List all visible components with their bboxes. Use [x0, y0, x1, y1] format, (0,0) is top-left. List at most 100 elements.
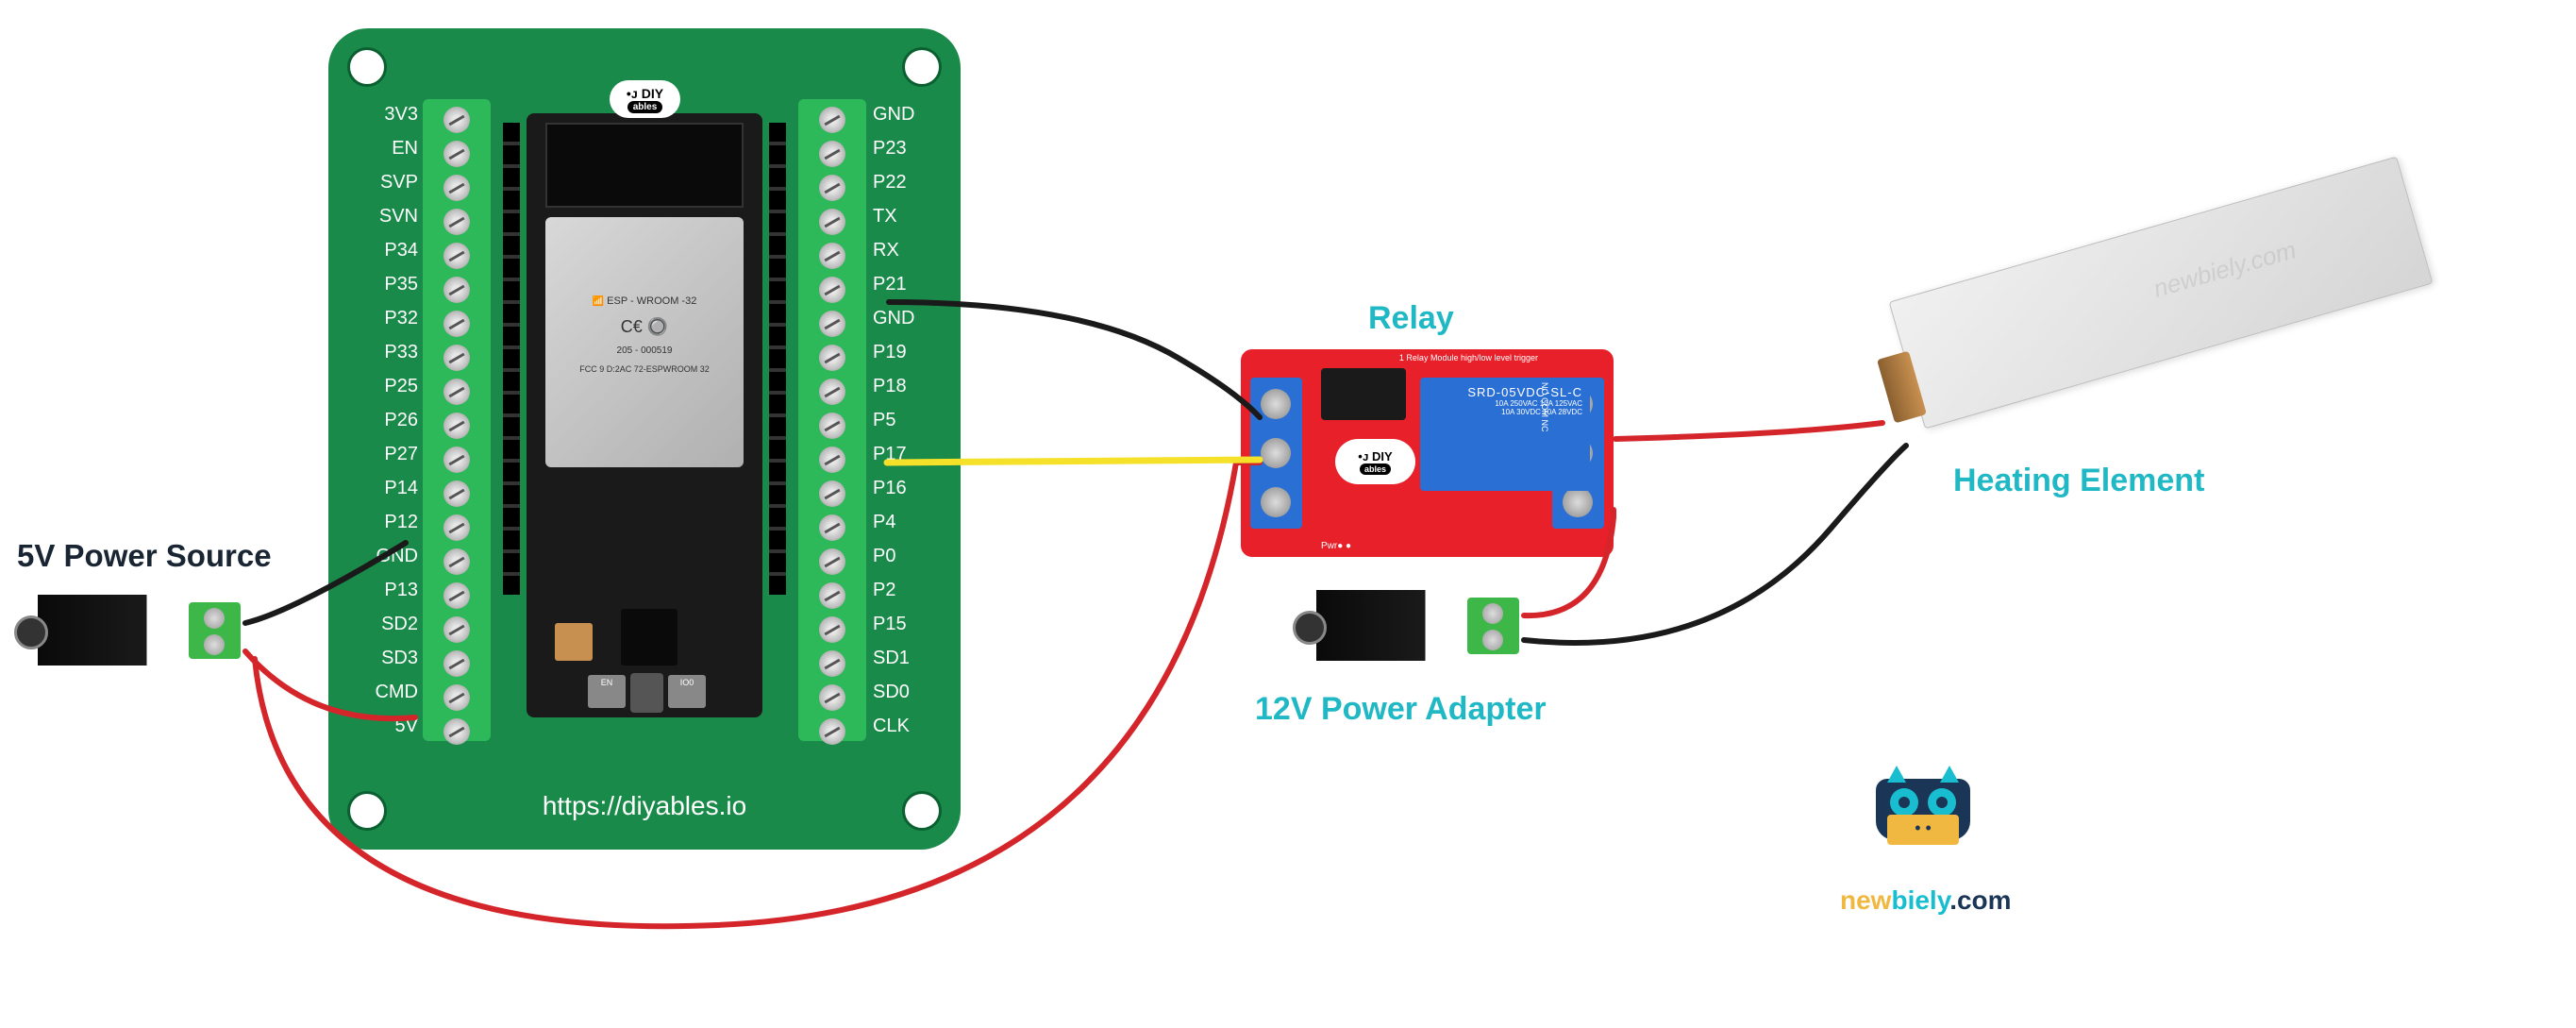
pin-label-clk: CLK	[873, 716, 920, 737]
terminal-screw	[819, 311, 845, 337]
terminal-screw	[819, 209, 845, 235]
pin-label-tx: TX	[873, 206, 920, 228]
terminal-screw	[819, 107, 845, 133]
terminal-screw	[443, 514, 470, 541]
chip-component	[621, 609, 677, 666]
label-relay: Relay	[1368, 300, 1454, 337]
en-button: EN	[588, 675, 626, 708]
site-label: newbiely.com	[1840, 885, 2012, 916]
esp32-chip: 📶 ESP - WROOM -32 C€ 🔘 205 - 000519 FCC …	[545, 217, 744, 467]
pin-label-p13: P13	[371, 580, 418, 601]
terminal-screw	[443, 447, 470, 473]
pin-label-p2: P2	[873, 580, 920, 601]
esp32-module: 📶 ESP - WROOM -32 C€ 🔘 205 - 000519 FCC …	[527, 113, 762, 717]
terminal-screw	[819, 243, 845, 269]
terminal-screw	[443, 718, 470, 745]
pin-label-p5: P5	[873, 410, 920, 431]
terminal-screw	[819, 548, 845, 575]
terminal-screw	[819, 582, 845, 609]
relay-input-terminal	[1250, 378, 1302, 529]
chip-name: ESP - WROOM -32	[607, 295, 696, 307]
terminal-screw	[443, 209, 470, 235]
pin-label-en: EN	[371, 138, 418, 160]
terminal-screw	[443, 311, 470, 337]
terminal-screw	[443, 277, 470, 303]
pin-label-svp: SVP	[371, 172, 418, 194]
diyables-logo: •ᴊ DIY ables	[610, 80, 680, 118]
pin-label-gnd: GND	[873, 308, 920, 329]
dc-jack-12v-terminal	[1467, 598, 1519, 654]
terminal-screw	[443, 684, 470, 711]
terminal-screw	[443, 650, 470, 677]
pin-label-gnd: GND	[371, 546, 418, 567]
pin-label-svn: SVN	[371, 206, 418, 228]
relay-diyables-logo: •ᴊ DIY ables	[1335, 439, 1415, 484]
board-url: https://diyables.io	[328, 791, 961, 821]
terminal-screw	[443, 345, 470, 371]
pin-label-p27: P27	[371, 444, 418, 465]
terminal-screw	[819, 447, 845, 473]
terminal-screw	[819, 413, 845, 439]
io0-button: IO0	[668, 675, 706, 708]
mounting-hole	[347, 47, 387, 87]
pin-label-p4: P4	[873, 512, 920, 533]
terminal-screw	[819, 345, 845, 371]
chip-sub: FCC 9 D:2AC 72-ESPWROOM 32	[579, 364, 710, 374]
chip-component	[555, 623, 593, 661]
terminal-strip-left	[423, 99, 491, 741]
label-12v: 12V Power Adapter	[1255, 691, 1547, 728]
pin-label-p21: P21	[873, 274, 920, 295]
pin-label-sd3: SD3	[371, 648, 418, 669]
chip-code: 205 - 000519	[617, 345, 673, 356]
pin-label-sd2: SD2	[371, 614, 418, 635]
pin-label-p23: P23	[873, 138, 920, 160]
pin-label-sd1: SD1	[873, 648, 920, 669]
pin-label-cmd: CMD	[371, 682, 418, 703]
terminal-strip-right	[798, 99, 866, 741]
pin-label-p34: P34	[371, 240, 418, 261]
relay-pin-labels: NO COM NC	[1540, 382, 1549, 432]
label-5v-power: 5V Power Source	[17, 538, 272, 574]
terminal-screw	[819, 480, 845, 507]
terminal-screw	[819, 650, 845, 677]
terminal-screw	[819, 277, 845, 303]
dc-jack-5v	[38, 595, 193, 666]
terminal-screw	[443, 582, 470, 609]
antenna	[545, 123, 744, 208]
usb-port	[630, 673, 663, 713]
pin-label-p15: P15	[873, 614, 920, 635]
pin-label-p25: P25	[371, 376, 418, 397]
relay-text: 1 Relay Module high/low level trigger	[1399, 353, 1538, 362]
pin-label-p35: P35	[371, 274, 418, 295]
relay-jumper	[1321, 368, 1406, 420]
relay-module: 1 Relay Module high/low level trigger SR…	[1241, 349, 1614, 557]
terminal-screw	[819, 141, 845, 167]
terminal-screw	[443, 413, 470, 439]
newbiely-logo	[1876, 779, 1970, 868]
mounting-hole	[902, 47, 942, 87]
terminal-screw	[443, 107, 470, 133]
esp32-board: 3V3ENSVPSVNP34P35P32P33P25P26P27P14P12GN…	[328, 28, 961, 850]
pin-label-p22: P22	[873, 172, 920, 194]
pin-label-sd0: SD0	[873, 682, 920, 703]
relay-chip: SRD-05VDC-SL-C 10A 250VAC 10A 125VAC10A …	[1420, 378, 1590, 491]
pin-label-p12: P12	[371, 512, 418, 533]
pin-label-p33: P33	[371, 342, 418, 363]
pin-label-p19: P19	[873, 342, 920, 363]
dc-jack-12v	[1316, 590, 1472, 661]
pin-label-p0: P0	[873, 546, 920, 567]
terminal-screw	[443, 175, 470, 201]
terminal-screw	[819, 718, 845, 745]
pin-label-5v: 5V	[371, 716, 418, 737]
pin-label-p32: P32	[371, 308, 418, 329]
dc-jack-5v-terminal	[189, 602, 241, 659]
pin-label-gnd: GND	[873, 104, 920, 126]
terminal-screw	[443, 548, 470, 575]
pin-label-p17: P17	[873, 444, 920, 465]
terminal-screw	[443, 480, 470, 507]
pin-label-p18: P18	[873, 376, 920, 397]
pin-label-p16: P16	[873, 478, 920, 499]
terminal-screw	[819, 175, 845, 201]
pin-label-3v3: 3V3	[371, 104, 418, 126]
pin-label-p26: P26	[371, 410, 418, 431]
